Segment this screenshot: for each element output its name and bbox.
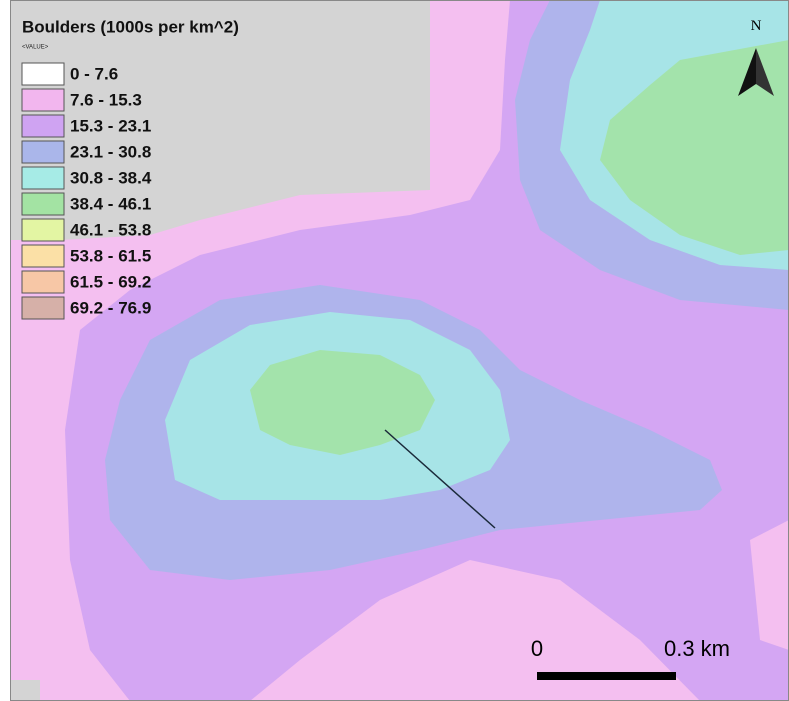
- background-gray: [10, 680, 40, 701]
- legend-subtitle: <VALUE>: [22, 45, 49, 51]
- legend-label: 7.6 - 15.3: [70, 90, 142, 109]
- scale-start: 0: [531, 636, 543, 661]
- page: Boulders (1000s per km^2) <VALUE> 0 - 7.…: [0, 0, 789, 701]
- legend-swatch: [22, 245, 64, 267]
- legend-swatch: [22, 219, 64, 241]
- legend-swatch: [22, 167, 64, 189]
- legend-label: 30.8 - 38.4: [70, 168, 152, 187]
- legend-swatch: [22, 115, 64, 137]
- legend-title: Boulders (1000s per km^2): [22, 17, 239, 36]
- scale-bar-rule: [537, 672, 676, 680]
- map: Boulders (1000s per km^2) <VALUE> 0 - 7.…: [0, 0, 789, 701]
- legend-label: 69.2 - 76.9: [70, 298, 151, 317]
- legend-swatch: [22, 63, 64, 85]
- legend-swatch: [22, 89, 64, 111]
- legend-label: 15.3 - 23.1: [70, 116, 151, 135]
- legend-swatch: [22, 193, 64, 215]
- legend-label: 0 - 7.6: [70, 64, 118, 83]
- legend-swatch: [22, 297, 64, 319]
- legend-swatch: [22, 271, 64, 293]
- legend-label: 53.8 - 61.5: [70, 246, 151, 265]
- scale-end: 0.3 km: [664, 636, 730, 661]
- legend-swatch: [22, 141, 64, 163]
- legend-label: 61.5 - 69.2: [70, 272, 151, 291]
- legend-label: 46.1 - 53.8: [70, 220, 151, 239]
- legend-label: 23.1 - 30.8: [70, 142, 151, 161]
- north-label: N: [751, 18, 762, 34]
- legend-label: 38.4 - 46.1: [70, 194, 151, 213]
